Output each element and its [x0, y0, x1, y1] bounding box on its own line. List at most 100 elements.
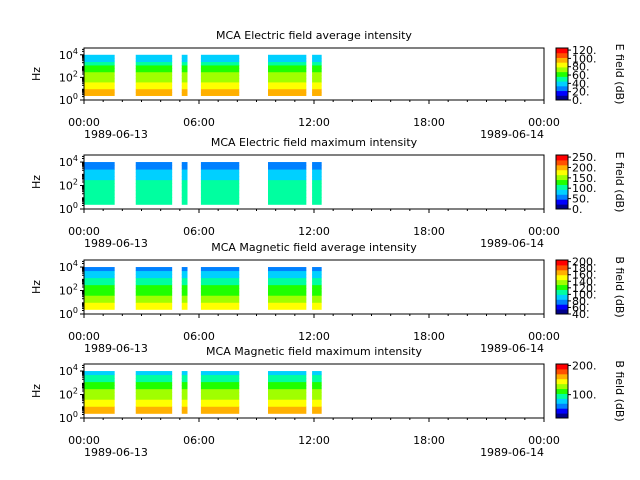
colorbar-segment — [556, 159, 568, 166]
heatmap-cell — [181, 395, 188, 400]
heatmap-cell — [84, 402, 115, 407]
heatmap-cell — [84, 378, 115, 383]
y-axis-label: Hz — [30, 175, 43, 189]
panel-title: MCA Magnetic field maximum intensity — [206, 345, 422, 358]
colorbar-segment — [556, 408, 568, 414]
heatmap-cell — [268, 169, 307, 174]
heatmap-cell — [268, 267, 307, 272]
heatmap-cell — [181, 88, 188, 93]
heatmap-cell — [312, 302, 322, 307]
colorbar-tick-label: 40. — [572, 308, 590, 321]
heatmap-cell — [135, 374, 173, 379]
heatmap-cell — [312, 295, 322, 300]
heatmap-cell — [181, 385, 188, 390]
y-tick-label: 100 — [59, 410, 78, 425]
colorbar-tick-label: 140. — [572, 275, 597, 288]
heatmap-cell — [84, 291, 115, 296]
heatmap-cell — [312, 409, 322, 414]
heatmap-cell — [84, 406, 115, 411]
colorbar-label: E field (dB) — [613, 44, 626, 105]
heatmap-cell — [135, 267, 173, 272]
heatmap-cell — [84, 169, 115, 174]
heatmap-cell — [312, 61, 322, 66]
heatmap-cell — [181, 381, 188, 386]
heatmap-cell — [200, 61, 240, 66]
heatmap-cell — [181, 378, 188, 383]
heatmap-cell — [312, 267, 322, 272]
heatmap-cell — [268, 409, 307, 414]
heatmap-cell — [312, 305, 322, 310]
heatmap-cell — [200, 54, 240, 59]
heatmap-cell — [181, 267, 188, 272]
heatmap-cell — [135, 197, 173, 202]
heatmap-cell — [135, 179, 173, 184]
heatmap-cell — [181, 190, 188, 195]
heatmap-cell — [181, 186, 188, 191]
heatmap-cell — [268, 388, 307, 393]
heatmap-cell — [84, 78, 115, 83]
heatmap-cell — [84, 298, 115, 303]
heatmap-cell — [135, 71, 173, 76]
colorbar-segment — [556, 62, 568, 68]
heatmap-cell — [268, 270, 307, 275]
heatmap-cell — [181, 409, 188, 414]
colorbar-segment — [556, 174, 568, 181]
colorbar-segment — [556, 368, 568, 375]
heatmap-cell — [135, 392, 173, 397]
heatmap-cell — [200, 270, 240, 275]
heatmap-cell — [312, 388, 322, 393]
heatmap-cell — [200, 200, 240, 205]
heatmap-cell — [268, 284, 307, 289]
panel-title: MCA Electric field maximum intensity — [211, 136, 418, 149]
colorbar-segment — [556, 403, 568, 409]
heatmap-cell — [312, 58, 322, 63]
colorbar-segment — [556, 279, 568, 286]
heatmap-cell — [268, 200, 307, 205]
heatmap-cell — [268, 179, 307, 184]
heatmap-cell — [135, 270, 173, 275]
heatmap-cell — [312, 68, 322, 73]
heatmap-cell — [84, 409, 115, 414]
heatmap-cell — [312, 402, 322, 407]
heatmap-cell — [181, 172, 188, 177]
heatmap-cell — [268, 371, 307, 376]
colorbar-segment — [556, 184, 568, 190]
heatmap-cell — [312, 193, 322, 198]
colorbar-tick-label: 50. — [572, 193, 590, 206]
x-tick-label: 00:00 — [528, 330, 560, 343]
heatmap-cell — [312, 281, 322, 286]
heatmap-cell — [84, 395, 115, 400]
heatmap-cell — [135, 284, 173, 289]
heatmap-cell — [268, 165, 307, 170]
heatmap-cell — [200, 68, 240, 73]
heatmap-cell — [312, 162, 322, 167]
heatmap-cell — [200, 298, 240, 303]
colorbar-tick-label: 100. — [572, 288, 597, 301]
heatmap-cell — [312, 78, 322, 83]
heatmap-cell — [268, 385, 307, 390]
heatmap-cell — [84, 374, 115, 379]
heatmap-cell — [181, 68, 188, 73]
heatmap-cell — [312, 85, 322, 90]
heatmap-cell — [200, 162, 240, 167]
heatmap-cell — [181, 58, 188, 63]
heatmap-cell — [200, 392, 240, 397]
colorbar-tick-label: 120. — [572, 282, 597, 295]
heatmap-cell — [268, 64, 307, 69]
colorbar-segment — [556, 413, 568, 419]
heatmap-cell — [312, 291, 322, 296]
y-tick-label: 104 — [59, 363, 78, 378]
colorbar-segment — [556, 76, 568, 82]
heatmap-cell — [268, 88, 307, 93]
colorbar-segment — [556, 309, 568, 315]
heatmap-cell — [268, 305, 307, 310]
heatmap-cell — [135, 183, 173, 188]
heatmap-cell — [312, 371, 322, 376]
colorbar-tick-label: 40. — [572, 77, 590, 90]
colorbar-tick-label: 80. — [572, 295, 590, 308]
heatmap-cell — [84, 68, 115, 73]
heatmap-cell — [135, 385, 173, 390]
heatmap-cell — [84, 281, 115, 286]
colorbar-tick-label: 60. — [572, 69, 590, 82]
heatmap-cell — [200, 165, 240, 170]
